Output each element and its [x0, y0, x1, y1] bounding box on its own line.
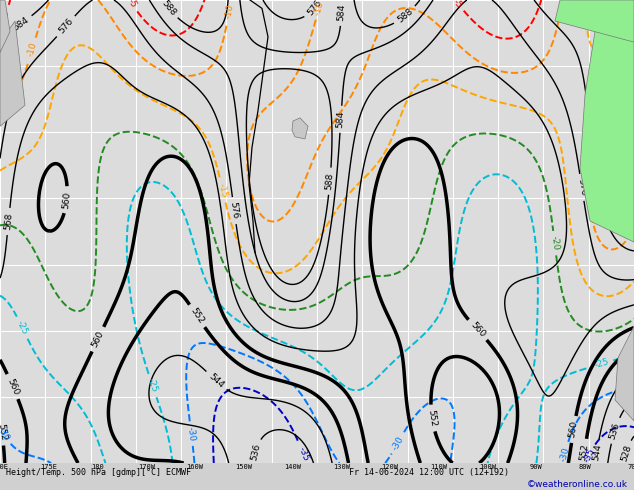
Text: Fr 14-06-2024 12:00 UTC (12+192): Fr 14-06-2024 12:00 UTC (12+192): [349, 468, 508, 477]
Text: 80W: 80W: [579, 464, 592, 469]
Polygon shape: [0, 21, 25, 126]
Text: 150W: 150W: [235, 464, 252, 469]
Text: Height/Temp. 500 hPa [gdmp][°C] ECMWF: Height/Temp. 500 hPa [gdmp][°C] ECMWF: [6, 468, 191, 477]
Text: -20: -20: [549, 235, 560, 251]
Text: 536: 536: [250, 443, 262, 462]
Text: 576: 576: [57, 17, 75, 36]
Text: 528: 528: [619, 443, 633, 463]
Text: 190E: 190E: [0, 464, 8, 469]
Text: 576: 576: [306, 0, 323, 17]
Text: 588: 588: [325, 172, 335, 190]
Text: 552: 552: [188, 306, 205, 325]
Text: 560: 560: [568, 420, 579, 439]
Text: 120W: 120W: [382, 464, 399, 469]
Text: 110W: 110W: [430, 464, 448, 469]
Text: -30: -30: [391, 434, 405, 452]
Text: -30: -30: [559, 445, 571, 462]
Polygon shape: [615, 326, 634, 421]
Text: -5: -5: [451, 0, 464, 10]
Text: -25: -25: [15, 319, 29, 336]
Text: 170W: 170W: [138, 464, 155, 469]
Text: 588: 588: [396, 7, 415, 24]
Text: ©weatheronline.co.uk: ©weatheronline.co.uk: [527, 480, 628, 489]
Text: 560: 560: [61, 191, 72, 209]
Text: -10: -10: [313, 0, 325, 16]
Polygon shape: [0, 0, 10, 52]
Text: 576: 576: [229, 201, 240, 220]
Text: 130W: 130W: [333, 464, 350, 469]
Text: 576: 576: [576, 178, 588, 196]
Text: 568: 568: [3, 213, 14, 230]
Text: 90W: 90W: [530, 464, 543, 469]
Text: -15: -15: [621, 1, 633, 17]
Text: 560: 560: [90, 329, 106, 349]
Text: -10: -10: [224, 3, 235, 19]
Text: -25: -25: [593, 358, 610, 370]
Text: 70W: 70W: [628, 464, 634, 469]
Text: -35: -35: [296, 445, 310, 462]
Text: 536: 536: [608, 421, 622, 440]
Text: 584: 584: [336, 110, 346, 128]
Text: -10: -10: [26, 41, 39, 58]
Text: 560: 560: [469, 320, 487, 339]
Text: 588: 588: [160, 0, 178, 17]
Text: 584: 584: [583, 109, 594, 127]
Text: -35: -35: [582, 447, 597, 464]
Text: -10: -10: [610, 111, 626, 127]
Text: -15: -15: [217, 182, 229, 198]
Text: 544: 544: [207, 372, 226, 390]
Polygon shape: [555, 0, 634, 42]
Text: 584: 584: [337, 3, 347, 21]
Text: -25: -25: [146, 377, 159, 394]
Text: 552: 552: [0, 423, 8, 441]
Text: 584: 584: [11, 15, 30, 32]
Polygon shape: [580, 0, 634, 242]
Polygon shape: [292, 118, 308, 139]
Text: -5: -5: [1, 8, 12, 20]
Text: 560: 560: [5, 377, 20, 396]
Text: 180: 180: [91, 464, 104, 469]
Text: 552: 552: [579, 443, 590, 462]
Text: -30: -30: [0, 425, 11, 442]
Text: 160W: 160W: [186, 464, 204, 469]
Text: 588: 588: [596, 144, 607, 162]
Text: 175E: 175E: [41, 464, 57, 469]
Text: -5: -5: [126, 0, 138, 10]
Text: 552: 552: [427, 409, 438, 427]
Text: 140W: 140W: [284, 464, 301, 469]
Text: 100W: 100W: [479, 464, 496, 469]
Text: 544: 544: [591, 443, 602, 461]
Text: 584: 584: [596, 4, 614, 23]
Text: -30: -30: [186, 426, 197, 441]
